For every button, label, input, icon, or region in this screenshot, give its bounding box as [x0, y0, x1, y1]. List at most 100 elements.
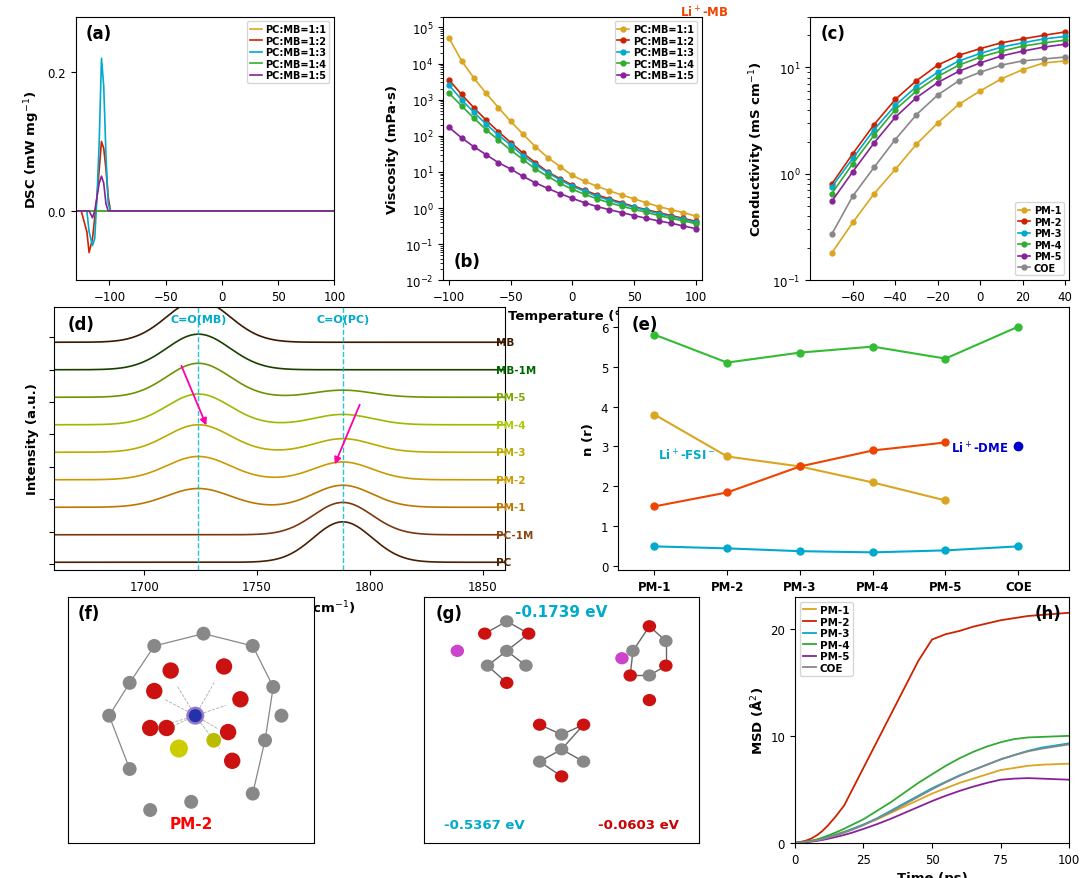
PM-3 — [899, 798, 912, 809]
PC:MB=1:2 — [616, 198, 629, 209]
PC:MB=1:3 — [102, 199, 114, 210]
Circle shape — [189, 709, 202, 723]
COE — [847, 191, 860, 202]
PM-5 — [981, 778, 994, 788]
PM-4 — [885, 797, 897, 808]
PC:MB=1:2 — [578, 186, 591, 197]
PC:MB=1:3 — [114, 206, 127, 217]
PM-1 — [953, 778, 966, 788]
PC:MB=1:3 — [148, 206, 161, 217]
Circle shape — [624, 670, 636, 681]
PC:MB=1:3 — [468, 108, 481, 119]
PC:MB=1:4 — [75, 206, 87, 217]
PC:MB=1:3 — [238, 206, 251, 217]
PC:MB=1:4 — [689, 220, 702, 230]
PC:MB=1:3 — [69, 206, 82, 217]
PM-3 — [1008, 750, 1021, 760]
Circle shape — [534, 719, 545, 730]
PC:MB=1:2 — [468, 104, 481, 114]
PC:MB=1:5 — [93, 178, 106, 189]
Circle shape — [141, 720, 159, 737]
Circle shape — [159, 720, 175, 737]
PM-1 — [1016, 65, 1029, 76]
Circle shape — [578, 719, 590, 730]
PC:MB=1:1 — [328, 206, 341, 217]
PM-1 — [899, 802, 912, 812]
PM-4 — [910, 87, 923, 97]
PM-1 — [889, 165, 902, 176]
PM-2 — [931, 61, 944, 71]
PM-5 — [931, 78, 944, 89]
PC:MB=1:2 — [91, 192, 104, 203]
PC:MB=1:5 — [204, 206, 217, 217]
PM-3 — [794, 837, 807, 847]
PM-4 — [829, 827, 842, 838]
PC:MB=1:2 — [106, 206, 119, 217]
PM-3 — [974, 49, 987, 60]
PC:MB=1:1 — [215, 206, 228, 217]
PM-3 — [967, 765, 980, 775]
COE — [910, 111, 923, 121]
PC:MB=1:2 — [148, 206, 161, 217]
PC:MB=1:1 — [541, 153, 554, 163]
PM-3 — [981, 759, 994, 770]
Text: MB: MB — [496, 338, 514, 348]
PC:MB=1:3 — [652, 209, 665, 220]
PC:MB=1:2 — [480, 116, 492, 126]
PM-3 — [838, 827, 851, 838]
PC:MB=1:5 — [328, 206, 341, 217]
PC:MB=1:5 — [136, 206, 149, 217]
PM-4 — [974, 53, 987, 63]
PM-4 — [1037, 39, 1050, 49]
PC:MB=1:1 — [204, 206, 217, 217]
Line: PM-2: PM-2 — [829, 31, 1067, 187]
PC:MB=1:2 — [75, 206, 87, 217]
PC:MB=1:3 — [125, 206, 138, 217]
PC:MB=1:4 — [80, 206, 93, 217]
PC:MB=1:1 — [82, 206, 96, 217]
PC:MB=1:1 — [468, 74, 481, 84]
PC:MB=1:1 — [306, 206, 319, 217]
PC:MB=1:3 — [95, 54, 108, 64]
COE — [1058, 53, 1071, 63]
Text: (e): (e) — [632, 315, 658, 333]
Line: COE: COE — [829, 55, 1067, 238]
PC:MB=1:4 — [455, 101, 468, 112]
Circle shape — [451, 645, 463, 657]
PM-1 — [953, 100, 966, 111]
PM-5 — [1016, 47, 1029, 57]
COE — [794, 838, 807, 848]
PC:MB=1:3 — [181, 206, 194, 217]
PM-1 — [867, 190, 880, 200]
PM-1 — [995, 75, 1008, 85]
Text: PM-1: PM-1 — [496, 503, 526, 513]
PC:MB=1:4 — [260, 206, 273, 217]
PC:MB=1:5 — [260, 206, 273, 217]
PM-4 — [847, 159, 860, 169]
PM-4 — [788, 838, 801, 848]
PC:MB=1:1 — [104, 206, 117, 217]
Circle shape — [555, 744, 568, 755]
Text: Li$^+$-FSI$^-$: Li$^+$-FSI$^-$ — [658, 448, 716, 463]
Circle shape — [626, 645, 639, 657]
Circle shape — [616, 653, 627, 664]
PC:MB=1:3 — [529, 160, 542, 170]
PM-5 — [926, 796, 939, 807]
PC:MB=1:2 — [136, 206, 149, 217]
PM-5 — [994, 774, 1007, 785]
PM-2 — [1049, 608, 1062, 619]
PM-3 — [889, 101, 902, 112]
Line: PM-5: PM-5 — [829, 43, 1067, 205]
PC:MB=1:5 — [89, 206, 102, 217]
PM-4 — [1058, 36, 1071, 47]
PM-2 — [1058, 28, 1071, 39]
COE — [889, 135, 902, 146]
PM-3 — [810, 835, 823, 846]
PM-1 — [829, 829, 842, 839]
PC:MB=1:4 — [306, 206, 319, 217]
PM-1 — [1063, 759, 1076, 769]
COE — [931, 90, 944, 101]
PC:MB=1:1 — [95, 206, 108, 217]
PM-3 — [1058, 32, 1071, 43]
PC:MB=1:1 — [238, 206, 251, 217]
